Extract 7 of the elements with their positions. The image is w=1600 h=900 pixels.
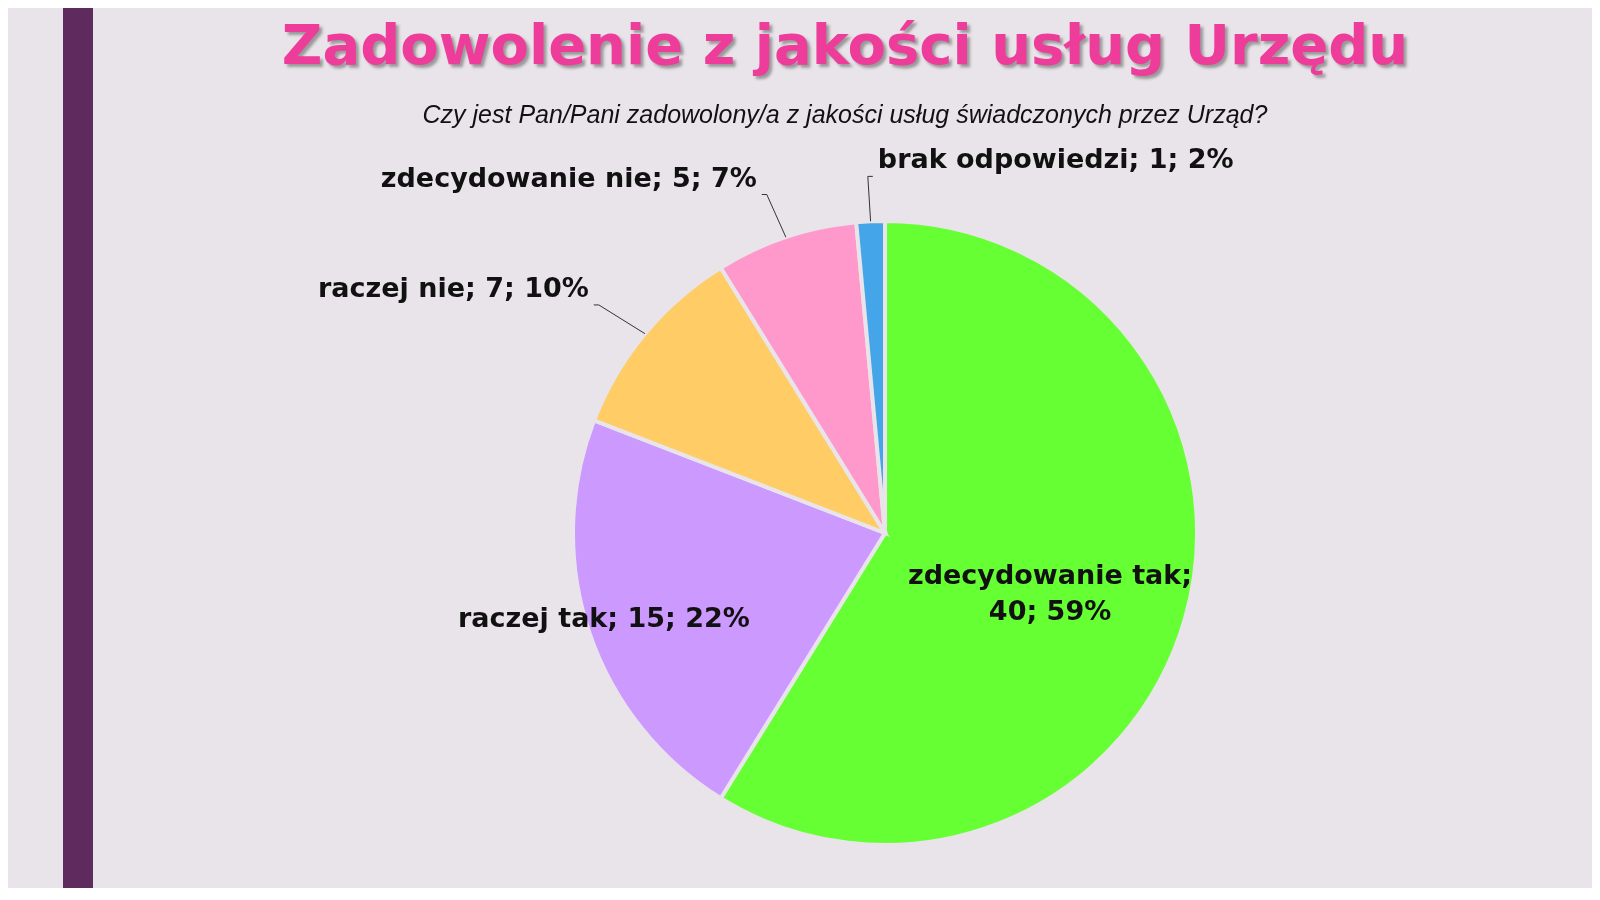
chart-subtitle: Czy jest Pan/Pani zadowolony/a z jakości usług świadczonych przez Urząd? [421, 100, 1269, 129]
slice-label: zdecydowanie tak; 40; 59% [908, 559, 1193, 627]
slice-label: brak odpowiedzi; 1; 2% [877, 143, 1234, 175]
chart-title: Zadowolenie z jakości usług Urzędu [280, 12, 1410, 77]
slice-label: raczej nie; 7; 10% [317, 271, 589, 303]
slice-label: zdecydowanie nie; 5; 7% [380, 161, 757, 193]
slice-label: raczej tak; 15; 22% [458, 602, 750, 634]
